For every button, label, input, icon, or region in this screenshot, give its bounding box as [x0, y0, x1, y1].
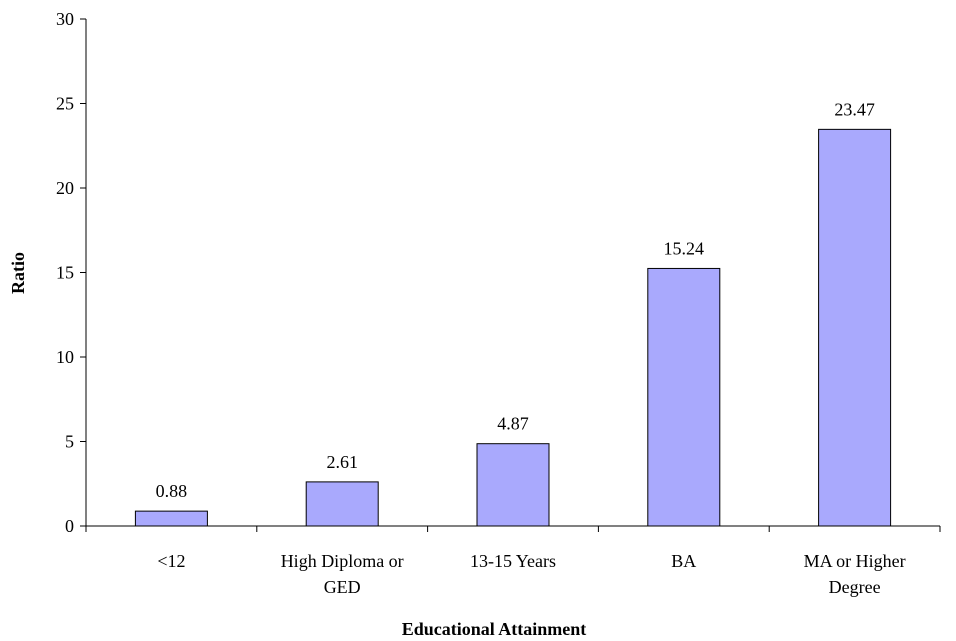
bar — [476, 443, 550, 527]
x-tick-label-line: High Diploma or — [281, 551, 404, 571]
x-axis-title: Educational Attainment — [402, 619, 587, 639]
bar — [134, 510, 208, 527]
x-tick-label-line: Degree — [829, 577, 881, 597]
bar — [305, 481, 379, 527]
bar-data-label: 23.47 — [834, 99, 875, 119]
bar-data-label: 0.88 — [156, 481, 188, 501]
x-tick-label-line: GED — [324, 577, 361, 597]
x-tick-label: <12 — [157, 551, 185, 571]
y-tick-label: 5 — [65, 432, 74, 452]
y-tick-label: 20 — [56, 178, 74, 198]
x-tick-label: 13-15 Years — [470, 551, 556, 571]
bar-data-label: 2.61 — [326, 452, 358, 472]
bar-data-label: 15.24 — [664, 238, 705, 258]
y-tick-label: 15 — [56, 263, 74, 283]
x-tick-label: High Diploma or GED — [281, 551, 404, 597]
y-tick-label: 10 — [56, 347, 74, 367]
y-tick-label: 0 — [65, 516, 74, 536]
x-tick-label-line: 13-15 Years — [470, 551, 556, 571]
y-tick-label: 30 — [56, 9, 74, 29]
y-axis-title: Ratio — [8, 252, 28, 294]
y-tick-label: 25 — [56, 94, 74, 114]
bar-data-label: 4.87 — [497, 414, 529, 434]
x-tick-label: BA — [671, 551, 696, 571]
y-axis: 0 5 10 15 20 25 30 — [56, 9, 87, 536]
bar — [647, 267, 721, 527]
x-tick-label-line: <12 — [157, 551, 185, 571]
bars-group — [134, 128, 892, 527]
x-tick-label-line: BA — [671, 551, 696, 571]
data-labels-group: 0.88 2.61 4.87 15.24 23.47 — [156, 99, 875, 501]
x-tick-label: MA or Higher Degree — [804, 551, 906, 597]
x-tick-label-line: MA or Higher — [804, 551, 906, 571]
bar — [818, 128, 892, 527]
x-axis: <12 High Diploma or GED 13-15 Years BA MA or … — [85, 525, 941, 597]
